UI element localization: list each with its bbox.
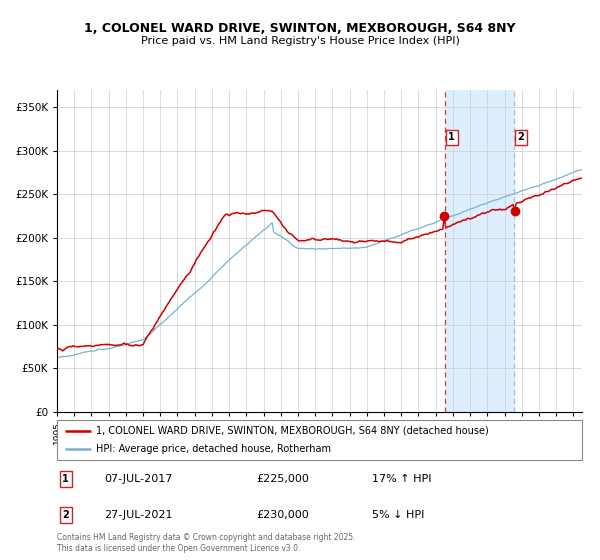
- Text: 1, COLONEL WARD DRIVE, SWINTON, MEXBOROUGH, S64 8NY (detached house): 1, COLONEL WARD DRIVE, SWINTON, MEXBOROU…: [97, 426, 489, 436]
- Text: £225,000: £225,000: [257, 474, 310, 484]
- Text: £230,000: £230,000: [257, 510, 309, 520]
- Text: 1: 1: [448, 133, 455, 142]
- Bar: [445, 90, 514, 412]
- Text: Price paid vs. HM Land Registry's House Price Index (HPI): Price paid vs. HM Land Registry's House …: [140, 36, 460, 46]
- Text: 1, COLONEL WARD DRIVE, SWINTON, MEXBOROUGH, S64 8NY: 1, COLONEL WARD DRIVE, SWINTON, MEXBOROU…: [84, 22, 516, 35]
- Text: HPI: Average price, detached house, Rotherham: HPI: Average price, detached house, Roth…: [97, 445, 331, 454]
- Text: 07-JUL-2017: 07-JUL-2017: [104, 474, 173, 484]
- Text: 2: 2: [517, 133, 524, 142]
- Text: Contains HM Land Registry data © Crown copyright and database right 2025.
This d: Contains HM Land Registry data © Crown c…: [57, 533, 355, 553]
- Text: 17% ↑ HPI: 17% ↑ HPI: [372, 474, 431, 484]
- FancyBboxPatch shape: [57, 420, 582, 460]
- Text: 1: 1: [62, 474, 69, 484]
- Text: 27-JUL-2021: 27-JUL-2021: [104, 510, 173, 520]
- Text: 2: 2: [62, 510, 69, 520]
- Text: 5% ↓ HPI: 5% ↓ HPI: [372, 510, 424, 520]
